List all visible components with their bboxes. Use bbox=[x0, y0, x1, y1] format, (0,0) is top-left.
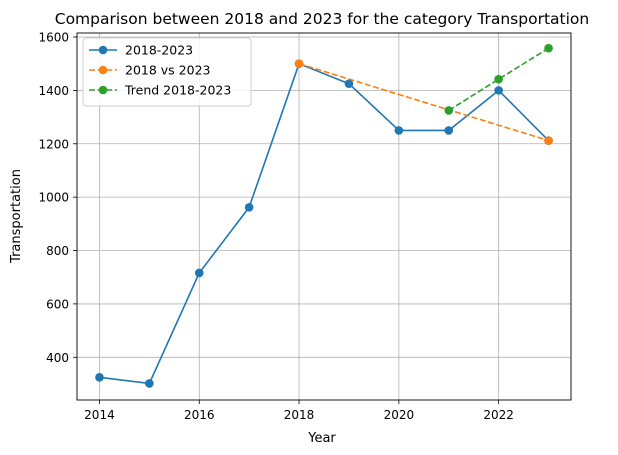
legend: 2018-2023 2018 vs 2023 Trend 2018-2023 bbox=[82, 37, 252, 107]
legend-entry: 2018 vs 2023 bbox=[89, 63, 210, 78]
legend-entry: Trend 2018-2023 bbox=[89, 83, 231, 98]
series-0 bbox=[95, 59, 553, 388]
data-point bbox=[194, 268, 204, 278]
data-point bbox=[544, 136, 553, 145]
data-point bbox=[145, 379, 154, 388]
data-point bbox=[544, 43, 553, 53]
y-tick-label: 600 bbox=[46, 297, 69, 311]
y-axis-title: Transportation bbox=[9, 169, 24, 264]
x-tick-label: 2018 bbox=[284, 408, 315, 422]
series-2 bbox=[444, 43, 553, 115]
legend-label: 2018 vs 2023 bbox=[125, 63, 210, 78]
x-tick-label: 2022 bbox=[483, 408, 514, 422]
chart-title: Comparison between 2018 and 2023 for the… bbox=[55, 10, 589, 28]
x-tick-label: 2014 bbox=[84, 408, 115, 422]
y-tick-label: 1200 bbox=[38, 137, 69, 151]
data-point bbox=[294, 59, 304, 68]
data-point bbox=[244, 202, 254, 212]
legend-label: Trend 2018-2023 bbox=[124, 83, 231, 98]
data-point bbox=[95, 373, 104, 382]
legend-label: 2018-2023 bbox=[125, 43, 193, 58]
series-line bbox=[99, 62, 550, 385]
data-point bbox=[344, 79, 354, 89]
series-line bbox=[448, 47, 549, 112]
data-point bbox=[444, 106, 454, 115]
legend-marker bbox=[98, 85, 108, 95]
data-point bbox=[394, 126, 404, 135]
series-1 bbox=[294, 59, 553, 145]
x-tick-label: 2016 bbox=[184, 408, 215, 422]
data-point bbox=[444, 126, 454, 135]
legend-box bbox=[82, 37, 252, 107]
series-line bbox=[298, 62, 549, 142]
y-tick-label: 1600 bbox=[38, 31, 69, 45]
plot-area-frame bbox=[76, 32, 572, 401]
y-tick-label: 800 bbox=[46, 244, 69, 258]
x-tick-label: 2020 bbox=[384, 408, 415, 422]
legend-marker bbox=[98, 45, 108, 55]
x-axis-title: Year bbox=[307, 431, 336, 446]
y-tick-label: 400 bbox=[46, 351, 69, 365]
y-tick-label: 1400 bbox=[38, 84, 69, 98]
legend-entry: 2018-2023 bbox=[89, 43, 193, 58]
data-point bbox=[494, 86, 503, 95]
series-layer bbox=[95, 43, 553, 388]
legend-marker bbox=[98, 65, 108, 75]
y-tick-label: 1000 bbox=[38, 191, 69, 205]
data-point bbox=[494, 74, 503, 84]
axis-ticks: 2014 2016 2018 2020 2022 400 600 800 1000 1200 140… bbox=[38, 31, 513, 422]
